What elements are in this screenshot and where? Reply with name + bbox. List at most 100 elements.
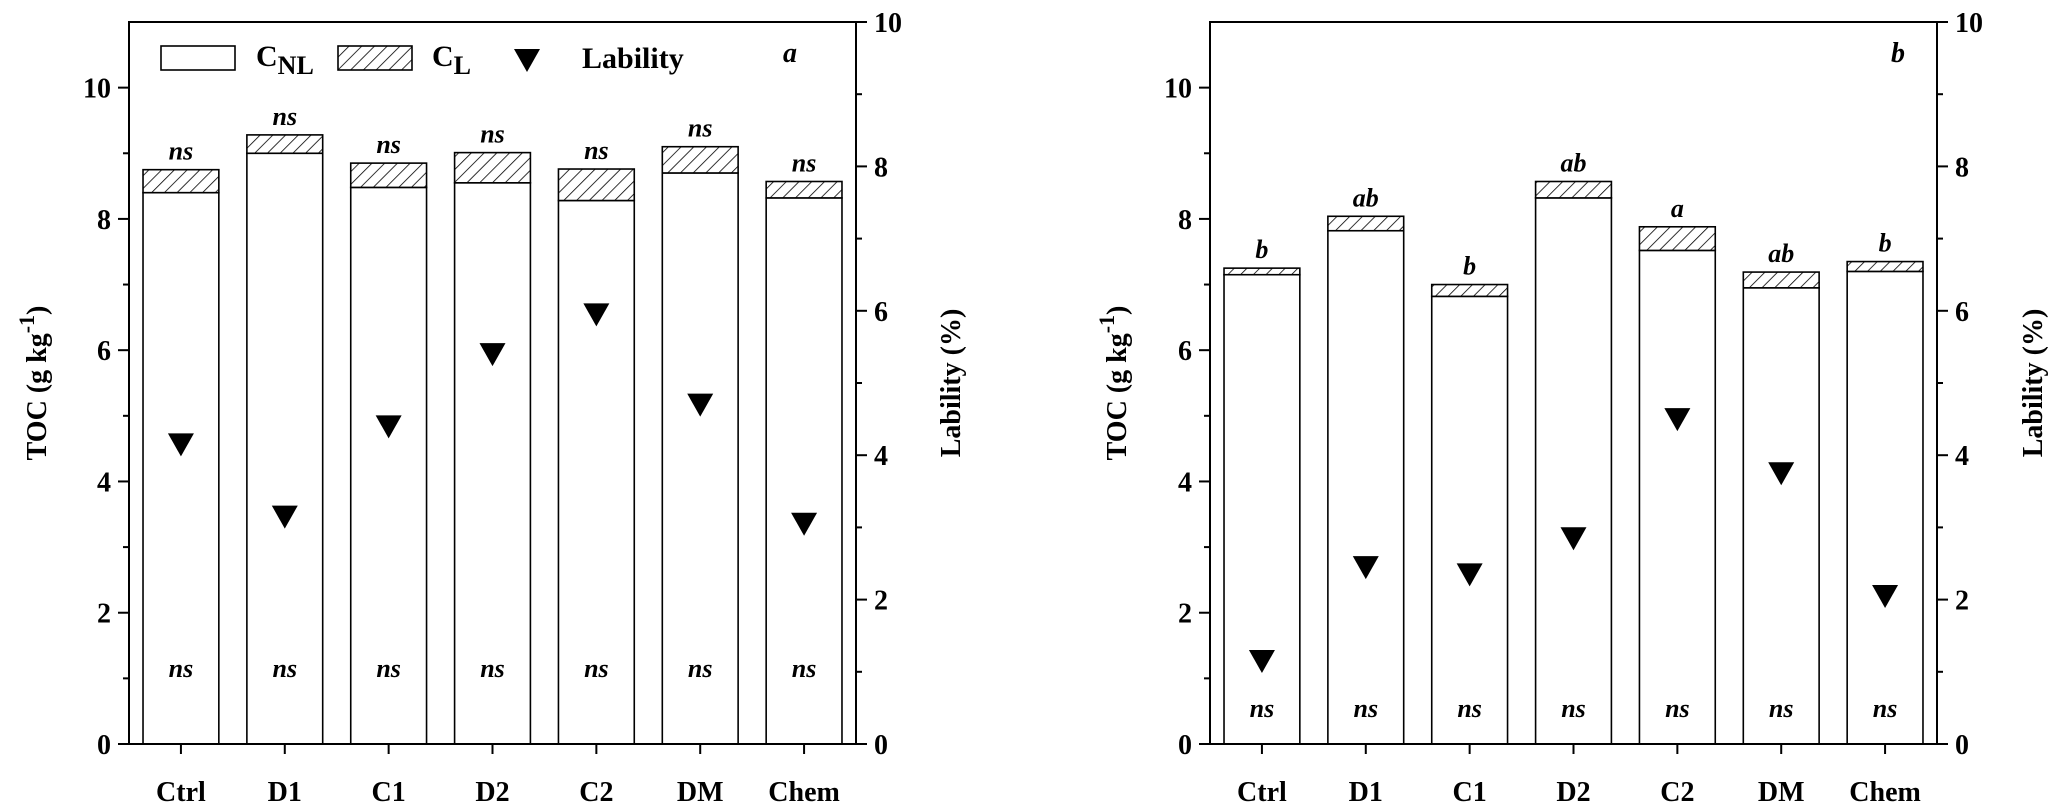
bar-cnl-b-ctrl xyxy=(1223,273,1301,745)
bar-cnl-b-dm xyxy=(1742,287,1820,745)
bar-cnl-b-d2 xyxy=(1534,197,1613,745)
panel-b-y2-axis-title: Lability (%) xyxy=(2018,309,2049,458)
bar-cl-b-d2 xyxy=(1534,180,1613,199)
panel-a-bars: ns ns ns ns ns ns ns ns ns ns ns ns ns ns xyxy=(142,102,843,745)
x-tick-label-a-ctrl: Ctrl xyxy=(156,777,206,808)
x-tick-label-a-d2: D2 xyxy=(475,777,509,808)
bar-cnl-b-chem xyxy=(1846,270,1924,745)
y-tick-label-a-10: 10 xyxy=(83,74,111,105)
y2-tick-label-a-10: 10 xyxy=(874,8,902,39)
legend-swatch-cnl xyxy=(160,45,236,71)
bar-cl-b-c2 xyxy=(1638,225,1717,252)
bottom-annotation-a-ctrl: ns xyxy=(169,654,194,683)
bar-cl-b-dm xyxy=(1742,271,1820,289)
top-annotation-b-d1: ab xyxy=(1353,183,1379,212)
bottom-annotation-a-d1: ns xyxy=(272,654,297,683)
y2-tick-label-a-2: 2 xyxy=(874,586,888,617)
bottom-annotation-b-ctrl: ns xyxy=(1250,694,1275,723)
legend: CNL CL Lability xyxy=(160,40,684,80)
lability-marker-a-ctrl xyxy=(167,433,194,457)
legend-label-cl: CL xyxy=(432,40,471,80)
x-tick-label-b-chem: Chem xyxy=(1849,777,1921,808)
bottom-annotation-b-chem: ns xyxy=(1873,694,1898,723)
bottom-annotation-a-d2: ns xyxy=(480,654,505,683)
y2-tick-label-b-4: 4 xyxy=(1955,441,1969,472)
y-tick-label-b-10: 10 xyxy=(1164,74,1192,105)
top-annotation-a-c1: ns xyxy=(376,130,401,159)
top-annotation-a-d2: ns xyxy=(480,120,505,149)
x-tick-label-b-dm: DM xyxy=(1758,777,1805,808)
top-annotation-a-c2: ns xyxy=(584,136,609,165)
top-annotation-b-c1: b xyxy=(1463,252,1476,281)
panel-a-y-axis-title: TOC (g kg-1) xyxy=(14,306,53,461)
bar-cl-a-c2 xyxy=(557,168,636,202)
y2-tick-label-b-8: 8 xyxy=(1955,152,1969,183)
lability-marker-a-c1 xyxy=(375,415,402,439)
panel-a-y2-axis-title: Lability (%) xyxy=(936,309,967,458)
bar-cl-b-c1 xyxy=(1430,283,1509,298)
lability-marker-b-c2 xyxy=(1664,408,1691,432)
x-tick-label-b-c2: C2 xyxy=(1660,777,1694,808)
lability-marker-b-d1 xyxy=(1352,556,1379,580)
legend-label-cnl: CNL xyxy=(256,40,314,80)
bar-cl-a-c1 xyxy=(349,162,428,189)
y-tick-label-a-8: 8 xyxy=(97,205,111,236)
x-tick-label-b-c1: C1 xyxy=(1453,777,1487,808)
lability-marker-a-d1 xyxy=(271,505,298,529)
y-tick-label-b-4: 4 xyxy=(1178,467,1192,498)
top-annotation-b-d2: ab xyxy=(1561,148,1587,177)
legend-label-lability: Lability xyxy=(582,42,684,75)
x-tick-label-a-d1: D1 xyxy=(268,777,302,808)
y2-tick-label-b-10: 10 xyxy=(1955,8,1983,39)
legend-swatch-cl xyxy=(337,45,413,71)
bar-cnl-a-c1 xyxy=(349,186,428,745)
top-annotation-b-dm: ab xyxy=(1768,239,1794,268)
bottom-annotation-a-dm: ns xyxy=(688,654,713,683)
bar-cnl-a-chem xyxy=(765,197,843,745)
bar-cnl-b-c1 xyxy=(1430,295,1509,745)
top-annotation-a-d1: ns xyxy=(272,102,297,131)
y2-tick-label-b-6: 6 xyxy=(1955,297,1969,328)
bar-cnl-a-ctrl xyxy=(142,191,220,745)
bottom-annotation-b-dm: ns xyxy=(1769,694,1794,723)
bar-cnl-a-c2 xyxy=(557,199,636,745)
lability-marker-b-dm xyxy=(1768,462,1795,486)
bar-cl-a-d2 xyxy=(453,151,532,184)
lability-marker-b-c1 xyxy=(1456,563,1483,587)
y-tick-label-a-6: 6 xyxy=(97,336,111,367)
y-tick-label-b-0: 0 xyxy=(1178,730,1192,761)
panel-a-y-axis-title-text: TOC (g kg-1) xyxy=(14,306,53,461)
lability-marker-a-d2 xyxy=(479,343,506,367)
y2-tick-label-a-0: 0 xyxy=(874,730,888,761)
top-annotation-b-chem: b xyxy=(1879,229,1892,258)
top-annotation-a-ctrl: ns xyxy=(169,137,194,166)
bottom-annotation-b-d2: ns xyxy=(1561,694,1586,723)
bottom-annotation-a-c2: ns xyxy=(584,654,609,683)
lability-marker-a-c2 xyxy=(583,303,610,327)
lability-marker-a-dm xyxy=(687,393,714,417)
panel-b-y-axis-title: TOC (g kg-1) xyxy=(1094,306,1133,461)
bar-cl-b-d1 xyxy=(1327,215,1405,232)
y2-tick-label-b-2: 2 xyxy=(1955,586,1969,617)
y2-tick-label-b-0: 0 xyxy=(1955,730,1969,761)
bar-cl-a-d1 xyxy=(246,134,324,155)
bar-cnl-b-d1 xyxy=(1327,229,1405,745)
panel-b-y-axis-title-text: TOC (g kg-1) xyxy=(1094,306,1133,461)
panel-a-ticks: Ctrl D1 C1 D2 C2 DM Chem 0 2 4 6 8 10 0 2 4 6 8 10 xyxy=(83,8,902,808)
y2-tick-label-a-4: 4 xyxy=(874,441,888,472)
y-tick-label-b-6: 6 xyxy=(1178,336,1192,367)
lability-marker-b-ctrl xyxy=(1248,649,1275,673)
y-tick-label-b-2: 2 xyxy=(1178,599,1192,630)
bottom-annotation-b-c2: ns xyxy=(1665,694,1690,723)
x-tick-label-a-c2: C2 xyxy=(579,777,613,808)
lability-marker-a-chem xyxy=(791,512,818,536)
bar-cnl-b-c2 xyxy=(1638,249,1717,745)
bottom-annotation-b-c1: ns xyxy=(1457,694,1482,723)
legend-marker-lability xyxy=(514,49,540,72)
bar-cl-a-ctrl xyxy=(142,168,220,194)
bar-cl-b-chem xyxy=(1846,260,1924,273)
panel-b-bars: b ns ab ns b ns ab ns a ns ab ns b ns xyxy=(1223,148,1924,745)
